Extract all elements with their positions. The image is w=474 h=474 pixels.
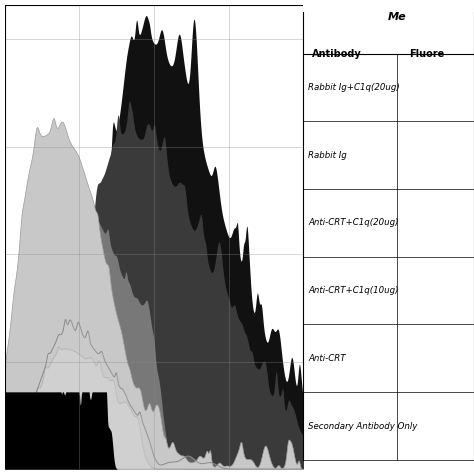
- Text: Secondary Antibody Only: Secondary Antibody Only: [309, 421, 418, 430]
- Text: Anti-CRT+C1q(20ug): Anti-CRT+C1q(20ug): [309, 219, 399, 228]
- Text: Anti-CRT: Anti-CRT: [309, 354, 346, 363]
- Text: Me: Me: [388, 12, 407, 22]
- Text: Anti-CRT+C1q(10ug): Anti-CRT+C1q(10ug): [309, 286, 399, 295]
- Text: Rabbit Ig: Rabbit Ig: [309, 151, 347, 160]
- Text: Rabbit Ig+C1q(20ug): Rabbit Ig+C1q(20ug): [309, 83, 400, 92]
- Text: Antibody: Antibody: [312, 49, 362, 59]
- Text: Fluore: Fluore: [409, 49, 445, 59]
